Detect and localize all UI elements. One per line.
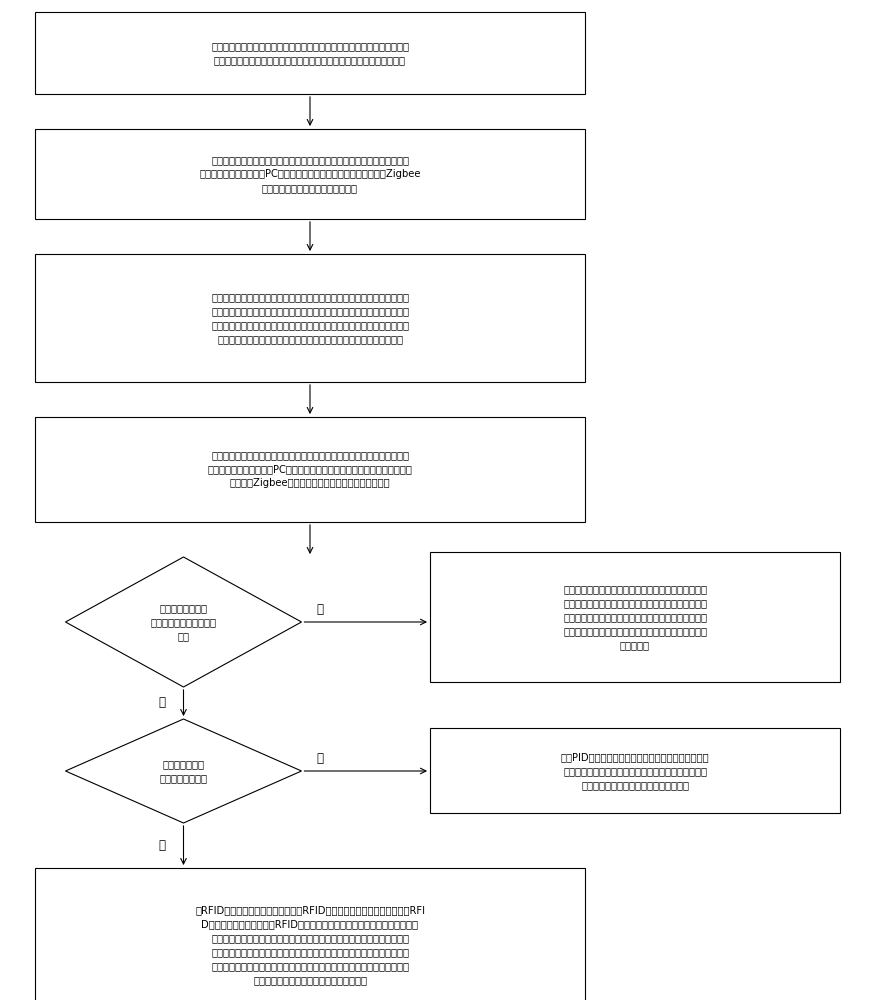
Bar <box>35 129 584 219</box>
Bar <box>35 254 584 382</box>
Text: 采用PID控制算法获得被控小车的速度补偿量，微控制
器通过电机驱动器将速度补偿量发送至被控小车后轮电
机，从而实现被控小车在目标速度下行驶: 采用PID控制算法获得被控小车的速度补偿量，微控制 器通过电机驱动器将速度补偿量… <box>560 752 709 790</box>
Text: 根据实际需求设置每一个被控小车的行驶路径，并根据行驶路径获得所经过
的十字路口的编号顺序，PC机将每个小车的行驶路径和其所经过的十字路口
编号通过Zigbee模: 根据实际需求设置每一个被控小车的行驶路径，并根据行驶路径获得所经过 的十字路口的… <box>207 450 412 488</box>
Text: 随机选取某一被控小车，将其放置于某一道路上的多个不同位置，测量每个
位置处小车前中心与该道路电磁线之间的距离，采集每个位置处对应的电磁
传感器采集的电磁强度，根: 随机选取某一被控小车，将其放置于某一道路上的多个不同位置，测量每个 位置处小车前… <box>210 292 409 344</box>
Bar <box>35 868 584 1000</box>
Bar <box>35 12 584 94</box>
Text: 否: 否 <box>316 752 323 765</box>
Bar <box>430 728 839 813</box>
Bar <box>35 417 584 522</box>
Text: 控小车行驶速度
是否为目标速度值: 控小车行驶速度 是否为目标速度值 <box>160 759 207 783</box>
Text: 在铺设好的道路网的每一个十字路口中心位置设置一个红绿灯，对每一个十
字路口进行编号，并采用PC机设置红绿灯每个灯的时间间隔，并通过Zigbee
模块将设置的时间: 在铺设好的道路网的每一个十字路口中心位置设置一个红绿灯，对每一个十 字路口进行编… <box>199 155 420 193</box>
Bar <box>430 552 839 682</box>
Polygon shape <box>66 557 301 687</box>
Text: 是: 是 <box>158 696 165 709</box>
Text: 将中间电磁传感器所获得的电磁强度值带入值拟合的函
数中计算被控小车偏移量，并根据被控小车舵机转角与
偏移量之间的对应关系获得舵机增量，微控制器通过电
机驱动器将: 将中间电磁传感器所获得的电磁强度值带入值拟合的函 数中计算被控小车偏移量，并根据… <box>562 584 706 650</box>
Text: 当RFID读卡器采集到某一十字路口处RFID卡发出的信号时，确定检测到的RFI
D卡及该十字路口其他三个RFID卡的卡号，进而确定被控小车行驶方向，并根
据上一: 当RFID读卡器采集到某一十字路口处RFID卡发出的信号时，确定检测到的RFI … <box>195 905 424 985</box>
Text: 左、右电磁传感器
所获得的电磁强度值是否
相等: 左、右电磁传感器 所获得的电磁强度值是否 相等 <box>150 603 217 641</box>
Text: 否: 否 <box>316 603 323 616</box>
Polygon shape <box>66 719 301 823</box>
Text: 是: 是 <box>158 839 165 852</box>
Text: 采用一根电磁线延每个方向的车道在道路网下端进行铺设，并该电磁线位于
每个车道中心线上，进而完成此根电磁线在所有方向上的道路下端的分布: 采用一根电磁线延每个方向的车道在道路网下端进行铺设，并该电磁线位于 每个车道中心… <box>210 41 409 65</box>
